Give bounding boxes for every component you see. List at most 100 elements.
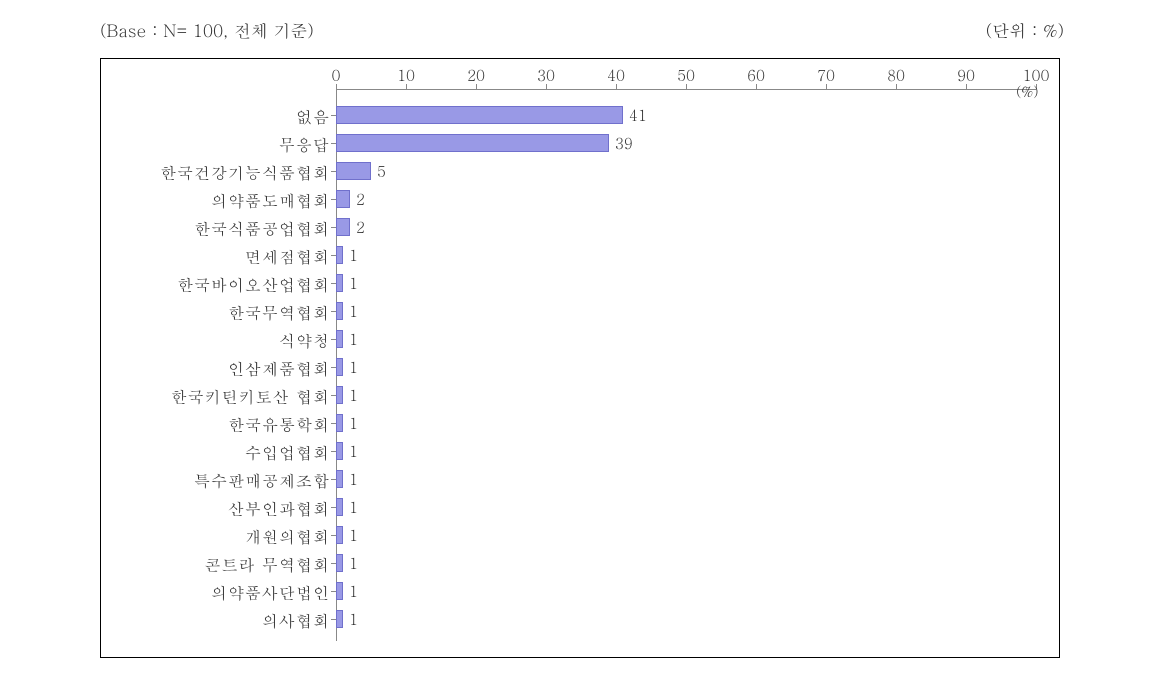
bar	[336, 582, 343, 600]
y-tick	[331, 255, 336, 256]
axis-unit-label: (%)	[1016, 81, 1039, 101]
category-label: 한국키틴키토산 협회	[100, 385, 330, 408]
category-label: 콘트라 무역협회	[100, 553, 330, 576]
x-tick-label: 20	[467, 65, 485, 86]
bar	[336, 330, 343, 348]
bar-row: 의약품도매협회2	[336, 185, 1036, 213]
bar-value: 1	[349, 525, 358, 546]
bar-value: 1	[349, 273, 358, 294]
y-tick	[331, 479, 336, 480]
category-label: 한국건강기능식품협회	[100, 161, 330, 184]
bar	[336, 610, 343, 628]
bar-value: 1	[349, 301, 358, 322]
x-tick-label: 40	[607, 65, 625, 86]
y-tick	[331, 451, 336, 452]
bar-value: 39	[615, 133, 633, 154]
category-label: 식약청	[100, 329, 330, 352]
bar	[336, 274, 343, 292]
x-tick-label: 50	[677, 65, 695, 86]
bar-value: 1	[349, 357, 358, 378]
bar	[336, 498, 343, 516]
x-tick-label: 90	[957, 65, 975, 86]
bar	[336, 358, 343, 376]
category-label: 산부인과협회	[100, 497, 330, 520]
y-tick	[331, 395, 336, 396]
bar-value: 2	[356, 217, 365, 238]
bar-row: 개원의협회1	[336, 521, 1036, 549]
bar-value: 1	[349, 609, 358, 630]
category-label: 의약품사단법인	[100, 581, 330, 604]
bar-value: 41	[629, 105, 647, 126]
bar-row: 특수판매공제조합1	[336, 465, 1036, 493]
bar-row: 무응답39	[336, 129, 1036, 157]
y-tick	[331, 535, 336, 536]
unit-note: (단위 : %)	[986, 18, 1064, 42]
bar-row: 한국식품공업협회2	[336, 213, 1036, 241]
bar	[336, 414, 343, 432]
bar-value: 1	[349, 413, 358, 434]
category-label: 한국무역협회	[100, 301, 330, 324]
bar-row: 한국무역협회1	[336, 297, 1036, 325]
bar-row: 한국바이오산업협회1	[336, 269, 1036, 297]
bar-row: 인삼제품협회1	[336, 353, 1036, 381]
bar-row: 면세점협회1	[336, 241, 1036, 269]
bar-value: 1	[349, 469, 358, 490]
bar-row: 콘트라 무역협회1	[336, 549, 1036, 577]
y-tick	[331, 227, 336, 228]
chart-header: (Base : N= 100, 전체 기준) (단위 : %)	[0, 18, 1159, 48]
y-tick	[331, 591, 336, 592]
y-tick	[331, 423, 336, 424]
bar	[336, 134, 609, 152]
bar-row: 한국키틴키토산 협회1	[336, 381, 1036, 409]
y-tick	[331, 619, 336, 620]
y-tick	[331, 563, 336, 564]
bar-row: 의약품사단법인1	[336, 577, 1036, 605]
plot-area: 0102030405060708090100 (%) 없음41무응답39한국건강…	[336, 89, 1036, 649]
x-tick-label: 0	[332, 65, 341, 86]
chart-frame: 0102030405060708090100 (%) 없음41무응답39한국건강…	[100, 58, 1060, 658]
x-axis	[336, 89, 1036, 90]
category-label: 개원의협회	[100, 525, 330, 548]
bar-row: 산부인과협회1	[336, 493, 1036, 521]
bar	[336, 386, 343, 404]
x-tick-label: 70	[817, 65, 835, 86]
y-tick	[331, 507, 336, 508]
y-tick	[331, 199, 336, 200]
bar-row: 한국건강기능식품협회5	[336, 157, 1036, 185]
bar	[336, 302, 343, 320]
bar-value: 1	[349, 385, 358, 406]
bar-value: 1	[349, 441, 358, 462]
bar	[336, 106, 623, 124]
bar-value: 1	[349, 329, 358, 350]
category-label: 수입업협회	[100, 441, 330, 464]
bars-group: 없음41무응답39한국건강기능식품협회5의약품도매협회2한국식품공업협회2면세점…	[336, 101, 1036, 633]
category-label: 의약품도매협회	[100, 189, 330, 212]
y-tick	[331, 115, 336, 116]
category-label: 한국유통학회	[100, 413, 330, 436]
bar	[336, 470, 343, 488]
bar-row: 수입업협회1	[336, 437, 1036, 465]
category-label: 무응답	[100, 133, 330, 156]
x-tick-label: 30	[537, 65, 555, 86]
bar	[336, 162, 371, 180]
bar	[336, 554, 343, 572]
bar-value: 1	[349, 245, 358, 266]
y-tick	[331, 143, 336, 144]
bar	[336, 442, 343, 460]
bar-row: 없음41	[336, 101, 1036, 129]
category-label: 한국식품공업협회	[100, 217, 330, 240]
bar-row: 의사협회1	[336, 605, 1036, 633]
bar-row: 한국유통학회1	[336, 409, 1036, 437]
y-tick	[331, 283, 336, 284]
bar	[336, 190, 350, 208]
category-label: 의사협회	[100, 609, 330, 632]
bar	[336, 218, 350, 236]
y-tick	[331, 339, 336, 340]
bar	[336, 246, 343, 264]
category-label: 인삼제품협회	[100, 357, 330, 380]
bar-value: 1	[349, 497, 358, 518]
x-tick-label: 60	[747, 65, 765, 86]
category-label: 면세점협회	[100, 245, 330, 268]
bar-value: 1	[349, 581, 358, 602]
bar-row: 식약청1	[336, 325, 1036, 353]
